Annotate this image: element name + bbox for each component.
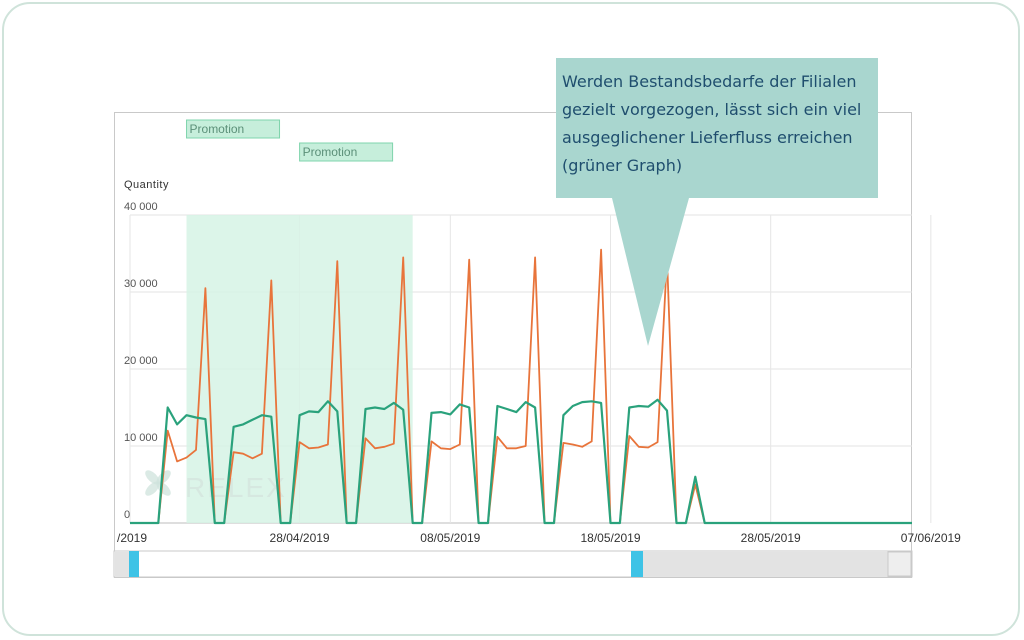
x-tick-label: 07/06/2019: [901, 531, 961, 545]
navigator-end-button: [887, 551, 912, 577]
watermark-petal: [156, 481, 171, 496]
navigator-left-handle: [129, 551, 139, 577]
timeline-scrollbar[interactable]: [113, 550, 913, 578]
watermark: RELEX: [145, 470, 287, 503]
x-tick-label: 08/05/2019: [420, 531, 480, 545]
callout-text: Werden Bestandsbedarfe der Filialen gezi…: [562, 72, 862, 175]
promotion-band: [299, 215, 413, 523]
promotion-band: [186, 215, 300, 523]
x-tick-label: /2019: [117, 531, 147, 545]
promotion-labels: Promotion Promotion: [186, 119, 394, 162]
watermark-petal: [145, 481, 160, 496]
navigator-left-shade: [115, 552, 129, 576]
watermark-text: RELEX: [185, 472, 287, 503]
y-tick-label: 40 000: [124, 201, 158, 213]
callout-shape-path: [556, 58, 878, 346]
navigator-shaded-range: [642, 552, 888, 576]
y-axis-label: Quantity: [124, 179, 169, 191]
promotion-tag: [299, 142, 394, 162]
y-tick-label: 20 000: [124, 355, 158, 367]
promotion-label: Promotion: [190, 122, 245, 136]
y-tick-label: 10 000: [124, 432, 158, 444]
y-tick-label: 30 000: [124, 278, 158, 290]
watermark-petal: [145, 470, 160, 485]
x-tick-label: 18/05/2019: [580, 531, 640, 545]
callout-bubble: [556, 58, 878, 346]
series-lines: [130, 248, 912, 525]
promotion-label: Promotion: [303, 145, 358, 159]
promotion-tag: [186, 119, 281, 139]
x-tick-label: 28/04/2019: [270, 531, 330, 545]
x-tick-label: 28/05/2019: [741, 531, 801, 545]
axis-ticks: 40 000 30 000 20 000 10 000 0 Quantity/2019 28…: [117, 179, 961, 545]
y-tick-label: 0: [124, 509, 130, 521]
promotion-bands: [186, 215, 413, 523]
series-line-green: [130, 398, 912, 525]
navigator-right-handle: [631, 551, 643, 577]
